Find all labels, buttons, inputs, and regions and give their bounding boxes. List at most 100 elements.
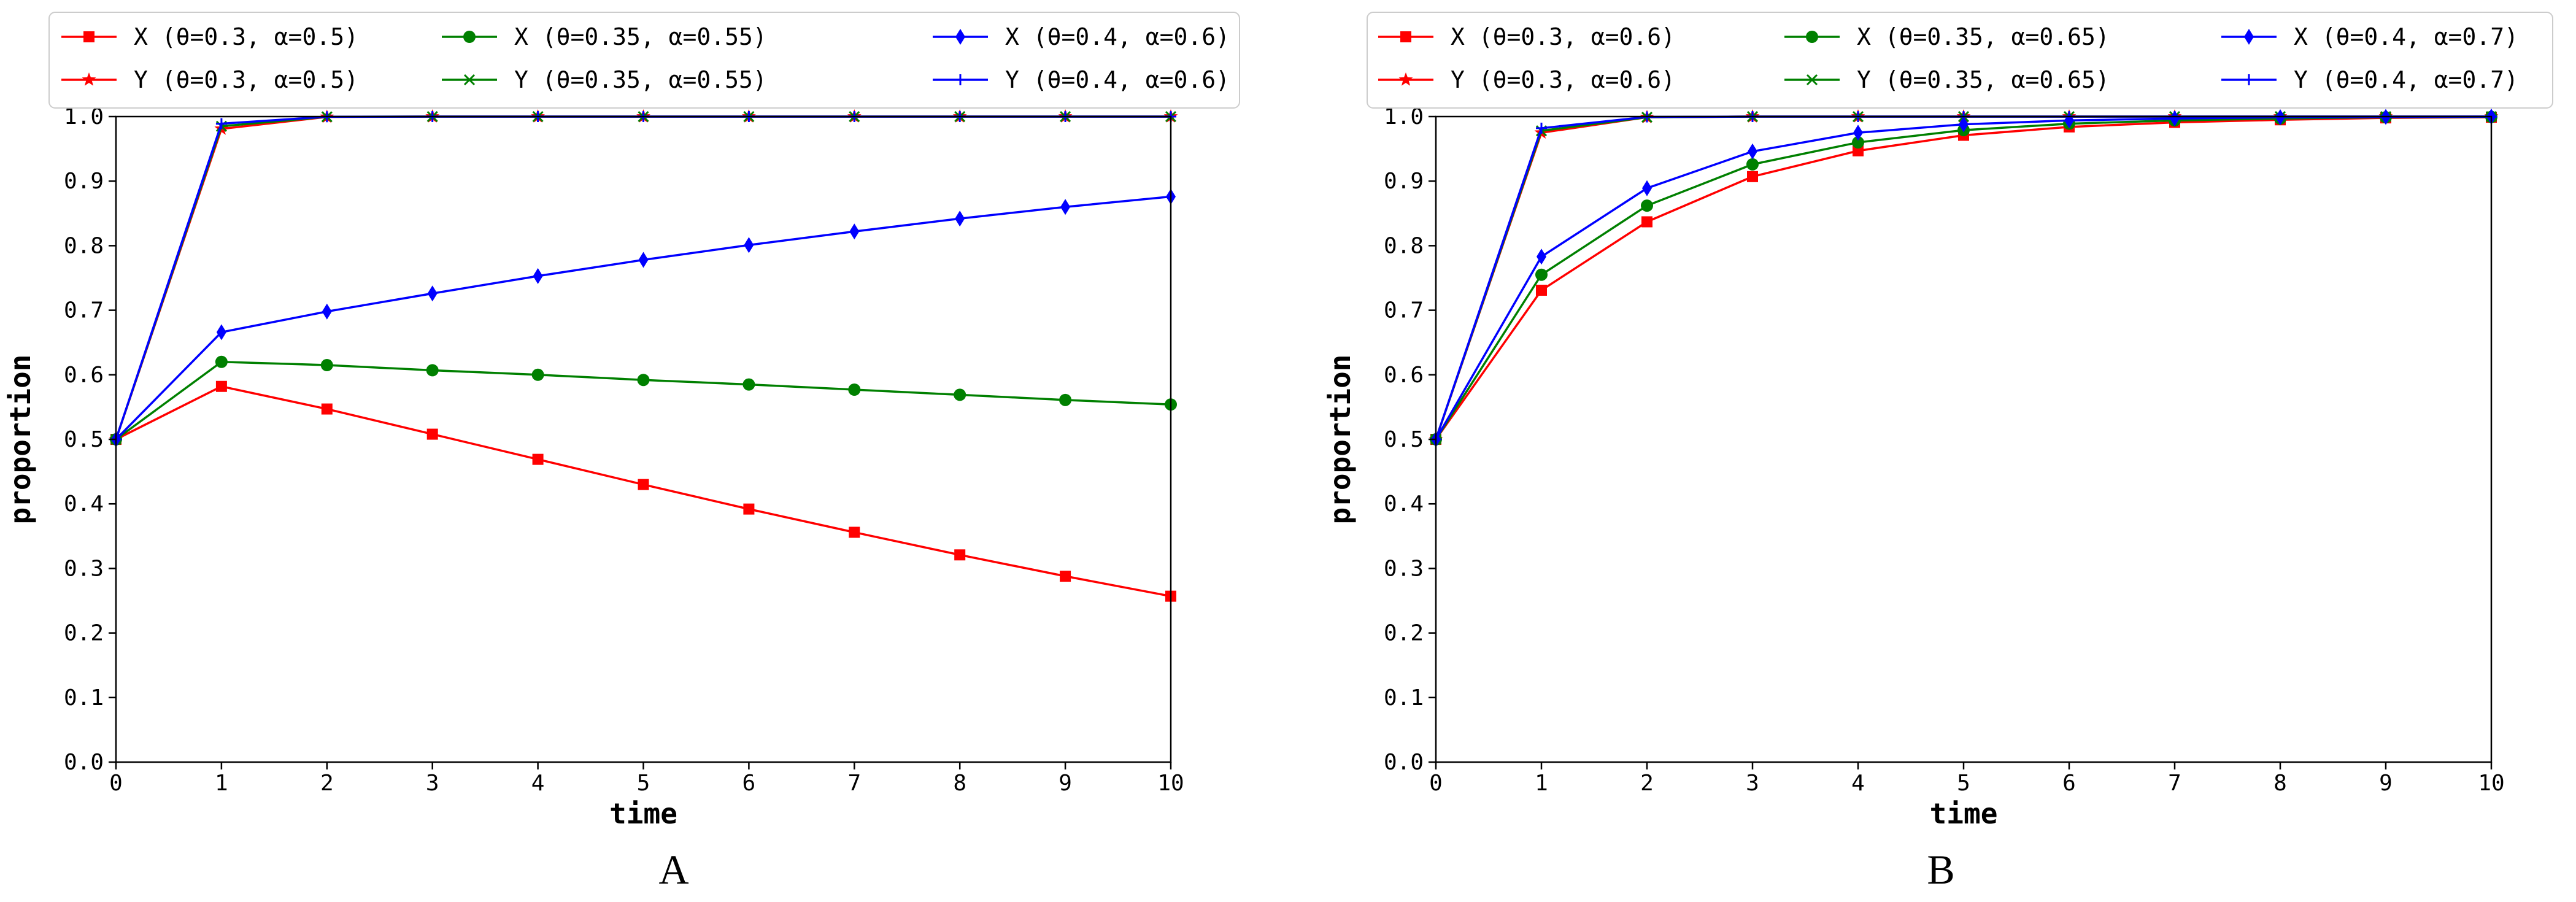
- y-tick-label: 0.7: [1384, 298, 1424, 323]
- legend-label: X (θ=0.3, α=0.5): [134, 23, 358, 50]
- panel-label-b: B: [1927, 846, 1954, 893]
- series-line: [1435, 115, 2491, 440]
- y-tick-label: 0.6: [64, 363, 104, 388]
- y-tick-label: 0.8: [64, 233, 104, 258]
- x-tick-label: 5: [637, 771, 650, 796]
- legend-label: Y (θ=0.3, α=0.6): [1451, 66, 1675, 93]
- data-point: [531, 368, 544, 381]
- series-group: [109, 109, 1178, 602]
- y-tick-label: 0.3: [64, 556, 104, 581]
- data-point: [1748, 143, 1757, 160]
- series-line: [115, 385, 1171, 598]
- legend-item: X (θ=0.3, α=0.5): [61, 23, 358, 50]
- x-tick-label: 3: [1746, 771, 1759, 796]
- data-point: [638, 479, 649, 490]
- legend-item: Y (θ=0.4, α=0.7): [2221, 66, 2518, 93]
- legend-marker: [1806, 74, 1818, 86]
- legend-marker: [1398, 72, 1413, 86]
- x-tick-label: 1: [1535, 771, 1548, 796]
- x-axis-title: time: [609, 797, 677, 830]
- data-point: [954, 388, 966, 401]
- data-point: [1853, 125, 1863, 141]
- data-point: [955, 210, 965, 227]
- legend-marker: [955, 74, 966, 85]
- x-tick-label: 2: [320, 771, 334, 796]
- series-line: [1435, 115, 2491, 440]
- legend-label: Y (θ=0.4, α=0.6): [1005, 66, 1230, 93]
- data-point: [322, 303, 332, 320]
- x-tick-label: 4: [531, 771, 545, 796]
- data-point: [1535, 268, 1548, 281]
- series-line: [115, 115, 1171, 440]
- data-point: [533, 268, 543, 284]
- legend-marker: [82, 72, 96, 86]
- series-4: [111, 188, 1176, 447]
- legend-item: X (θ=0.4, α=0.7): [2221, 23, 2518, 50]
- legend-marker: [1400, 31, 1411, 42]
- series-line: [115, 195, 1171, 441]
- x-tick-label: 3: [426, 771, 439, 796]
- y-tick-label: 0.9: [64, 169, 104, 194]
- series-group: [1429, 109, 2499, 447]
- data-point: [1060, 199, 1071, 215]
- x-tick-label: 5: [1957, 771, 1970, 796]
- y-tick-label: 0.3: [1384, 556, 1424, 581]
- series-1: [109, 109, 1178, 445]
- data-point: [426, 428, 438, 440]
- data-point: [1642, 180, 1652, 196]
- x-tick-label: 7: [847, 771, 861, 796]
- legend-marker: [83, 31, 94, 42]
- data-point: [637, 374, 650, 387]
- x-tick-label: 10: [2478, 771, 2504, 796]
- series-0: [1430, 112, 2497, 445]
- series-line: [1435, 116, 2492, 441]
- data-point: [426, 364, 439, 377]
- y-tick-label: 0.0: [1384, 750, 1424, 775]
- panel-label-a: A: [658, 846, 688, 893]
- y-tick-label: 0.6: [1384, 363, 1424, 388]
- y-tick-label: 0.9: [1384, 169, 1424, 194]
- legend-label: X (θ=0.4, α=0.6): [1005, 23, 1230, 50]
- legend-marker: [2244, 29, 2254, 45]
- series-1: [1429, 109, 2499, 445]
- series-line: [115, 115, 1171, 440]
- data-point: [215, 355, 228, 368]
- y-tick-label: 0.0: [64, 750, 104, 775]
- data-point: [743, 503, 755, 515]
- legend-item: Y (θ=0.4, α=0.6): [933, 66, 1230, 93]
- legend-marker: [463, 31, 476, 43]
- y-tick-label: 0.5: [64, 427, 104, 452]
- y-tick-label: 0.4: [64, 491, 104, 517]
- x-tick-label: 8: [953, 771, 966, 796]
- data-point: [1852, 136, 1864, 149]
- legend-marker: [463, 74, 476, 86]
- y-tick-label: 0.2: [1384, 621, 1424, 646]
- series-line: [115, 115, 1171, 440]
- y-tick-label: 0.7: [64, 298, 104, 323]
- data-point: [427, 285, 438, 302]
- series-2: [110, 355, 1177, 445]
- y-tick-label: 0.5: [1384, 427, 1424, 452]
- data-point: [321, 403, 333, 415]
- legend-label: Y (θ=0.3, α=0.5): [134, 66, 358, 93]
- legend-marker: [1806, 31, 1818, 43]
- legend-marker: [2243, 74, 2254, 85]
- x-tick-label: 9: [2379, 771, 2393, 796]
- data-point: [215, 380, 227, 392]
- plot-frame: [1435, 115, 2493, 763]
- series-3: [110, 110, 1177, 445]
- chart-panel-a: 0 1 2 3 4 5 6 7 8 9 10 0.0 0.1 0.2 0.3 0.4 0.5 0.6 0.7 0.8 0…: [4, 12, 1240, 893]
- chart-panel-b: 0 1 2 3 4 5 6 7 8 9 10 0.0 0.1 0.2 0.3 0.4 0.5 0.6 0.7 0.8 0…: [1324, 12, 2553, 893]
- legend: X (θ=0.3, α=0.6) Y (θ=0.3, α=0.6) X (θ=0.3…: [1367, 12, 2553, 109]
- y-tick-label: 0.8: [1384, 233, 1424, 258]
- x-tick-label: 9: [1059, 771, 1072, 796]
- y-tick-label: 0.1: [64, 685, 104, 711]
- legend-marker: [955, 29, 965, 45]
- series-line: [115, 360, 1171, 441]
- legend-item: X (θ=0.3, α=0.6): [1378, 23, 1675, 50]
- legend-label: X (θ=0.3, α=0.6): [1451, 23, 1675, 50]
- data-point: [1747, 171, 1758, 182]
- x-tick-label: 2: [1640, 771, 1654, 796]
